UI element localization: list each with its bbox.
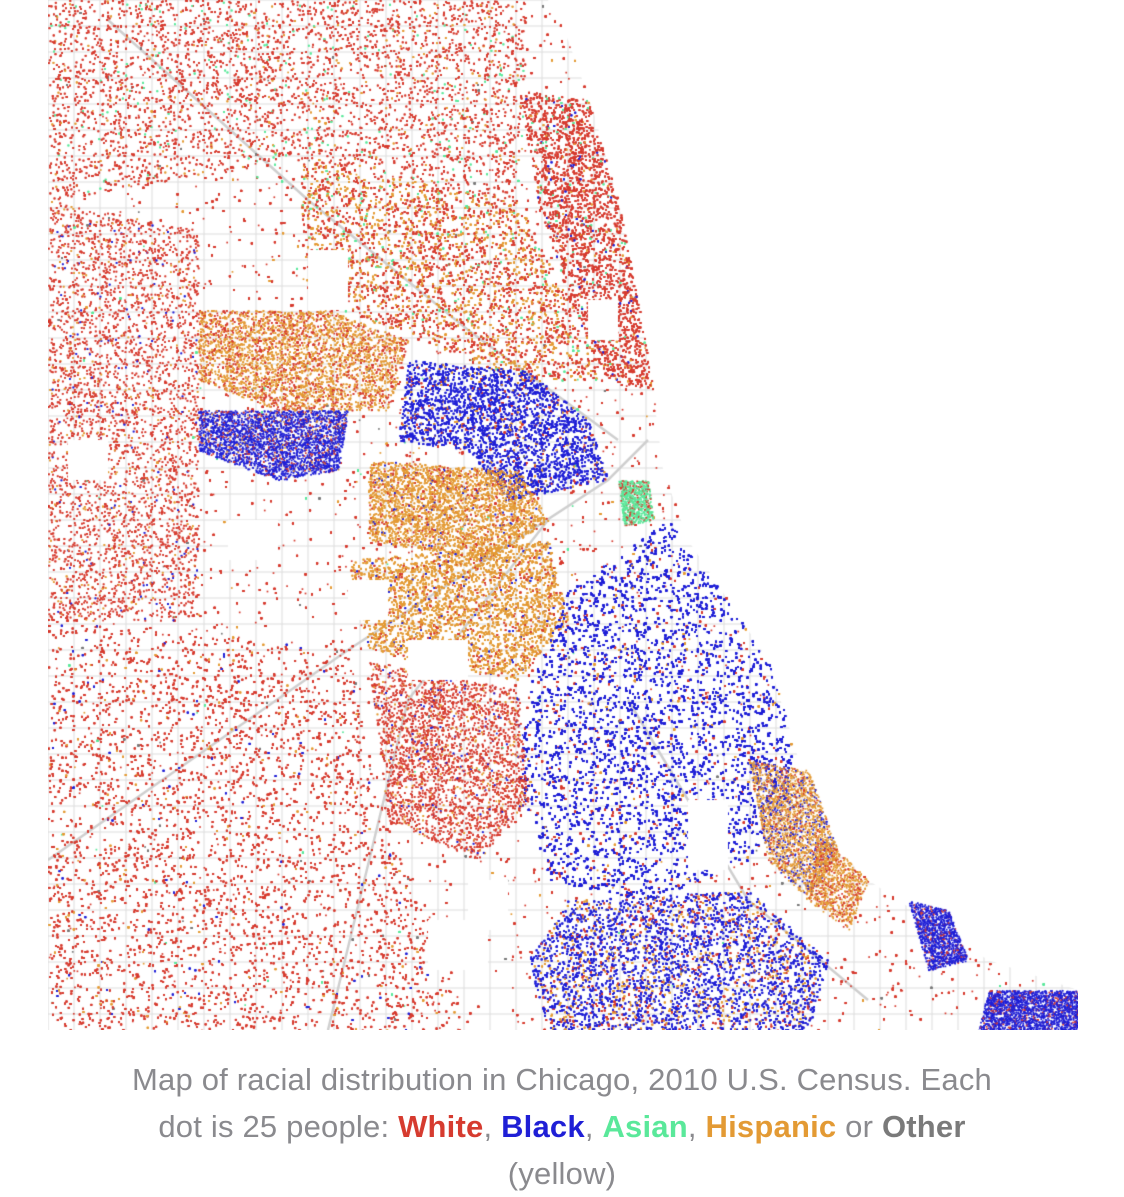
legend-black: Black — [501, 1109, 585, 1144]
caption-line-1: Map of racial distribution in Chicago, 2… — [132, 1062, 992, 1097]
caption-line-3: (yellow) — [507, 1156, 617, 1191]
map-canvas — [48, 0, 1078, 1030]
legend-hispanic: Hispanic — [705, 1109, 837, 1144]
census-dot-map — [48, 0, 1078, 1030]
legend-other: Other — [881, 1109, 966, 1144]
map-caption: Map of racial distribution in Chicago, 2… — [132, 1062, 992, 1191]
caption-line-2-prefix: dot is 25 people: — [158, 1109, 399, 1144]
legend-white: White — [398, 1109, 484, 1144]
legend-asian: Asian — [602, 1109, 688, 1144]
